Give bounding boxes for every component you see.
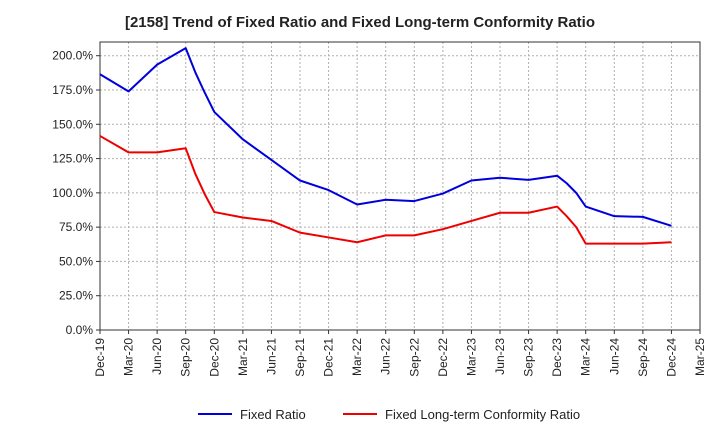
x-tick-label: Mar-24 xyxy=(579,338,593,376)
x-tick-label: Dec-19 xyxy=(93,338,107,377)
x-tick-label: Mar-22 xyxy=(350,338,364,376)
y-tick-label: 200.0% xyxy=(52,49,93,63)
legend-label: Fixed Ratio xyxy=(240,407,306,422)
x-tick-label: Jun-23 xyxy=(493,338,507,375)
plot-area-frame xyxy=(99,41,701,331)
series-line-fixed-long-term-conformity-ratio xyxy=(99,135,672,245)
y-tick-label: 75.0% xyxy=(59,220,93,234)
x-tick-label: Sep-21 xyxy=(293,338,307,377)
x-tick-label: Dec-22 xyxy=(436,338,450,377)
x-tick-label: Sep-24 xyxy=(636,338,650,377)
x-tick-label: Dec-21 xyxy=(322,338,336,377)
legend-label: Fixed Long-term Conformity Ratio xyxy=(385,407,580,422)
y-tick-label: 125.0% xyxy=(52,152,93,166)
series-line-fixed-ratio xyxy=(99,47,672,227)
x-tick-label: Jun-20 xyxy=(150,338,164,375)
y-tick-label: 0.0% xyxy=(66,323,94,337)
x-tick-label: Mar-20 xyxy=(122,338,136,376)
x-tick-label: Dec-20 xyxy=(207,338,221,377)
y-tick-label: 100.0% xyxy=(52,186,93,200)
x-tick-label: Sep-22 xyxy=(407,338,421,377)
x-tick-label: Mar-21 xyxy=(236,338,250,376)
y-tick-label: 175.0% xyxy=(52,83,93,97)
x-tick-label: Jun-21 xyxy=(264,338,278,375)
x-tick-label: Mar-23 xyxy=(464,338,478,376)
x-tick-label: Dec-23 xyxy=(550,338,564,377)
x-tick-label: Dec-24 xyxy=(664,338,678,377)
x-tick-label: Sep-20 xyxy=(179,338,193,377)
chart-title: [2158] Trend of Fixed Ratio and Fixed Lo… xyxy=(124,14,596,31)
x-tick-label: Jun-24 xyxy=(607,338,621,375)
x-tick-label: Jun-22 xyxy=(379,338,393,375)
y-tick-label: 150.0% xyxy=(52,117,93,131)
y-tick-label: 50.0% xyxy=(59,254,93,268)
y-tick-label: 25.0% xyxy=(59,289,93,303)
x-tick-label: Mar-25 xyxy=(693,338,707,376)
x-tick-label: Sep-23 xyxy=(522,338,536,377)
